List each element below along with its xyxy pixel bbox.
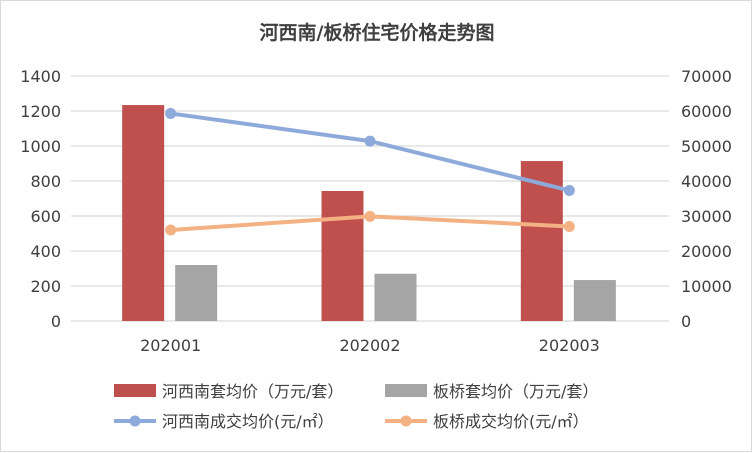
bar-banqiao xyxy=(573,280,616,321)
y-left-tick-label: 600 xyxy=(30,207,61,226)
line-point xyxy=(563,221,575,232)
legend-label: 河西南套均价（万元/套） xyxy=(162,382,343,401)
y-right-tick-label: 50000 xyxy=(681,137,732,156)
y-left-tick-label: 1200 xyxy=(20,102,61,121)
line-point xyxy=(165,224,177,236)
x-tick-label: 202003 xyxy=(539,336,600,355)
bar-banqiao xyxy=(374,273,417,321)
legend-marker xyxy=(129,415,141,427)
y-left-tick-label: 1400 xyxy=(20,67,61,86)
line-point xyxy=(563,184,575,196)
y-right-tick-label: 10000 xyxy=(681,277,732,296)
y-left-tick-label: 0 xyxy=(51,312,61,331)
legend-marker xyxy=(400,415,412,427)
legend-swatch xyxy=(114,384,156,397)
y-right-tick-label: 30000 xyxy=(681,207,732,226)
y-left-tick-label: 400 xyxy=(30,242,61,261)
line-point xyxy=(364,210,376,222)
legend-label: 河西南成交均价(元/㎡） xyxy=(162,412,334,431)
y-right-tick-label: 40000 xyxy=(681,172,732,191)
y-left-tick-label: 1000 xyxy=(20,137,61,156)
y-right-tick-label: 20000 xyxy=(681,242,732,261)
bar-hexinan xyxy=(321,190,364,321)
legend-label: 板桥套均价（万元/套） xyxy=(433,382,598,401)
legend-label: 板桥成交均价(元/㎡） xyxy=(433,412,589,431)
line-series-hexinan xyxy=(170,111,570,193)
y-right-tick-label: 70000 xyxy=(681,67,732,86)
x-tick-label: 202001 xyxy=(140,336,201,355)
y-left-tick-label: 200 xyxy=(30,277,61,296)
chart-title: 河西南/板桥住宅价格走势图 xyxy=(260,21,495,44)
line-point xyxy=(165,107,177,119)
legend-swatch xyxy=(385,384,427,397)
y-right-tick-label: 0 xyxy=(681,312,691,331)
y-right-tick-label: 60000 xyxy=(681,102,732,121)
bar-banqiao xyxy=(175,265,218,321)
x-tick-label: 202002 xyxy=(339,336,400,355)
bar-hexinan xyxy=(122,105,165,321)
line-point xyxy=(364,135,376,147)
y-left-tick-label: 800 xyxy=(30,172,61,191)
